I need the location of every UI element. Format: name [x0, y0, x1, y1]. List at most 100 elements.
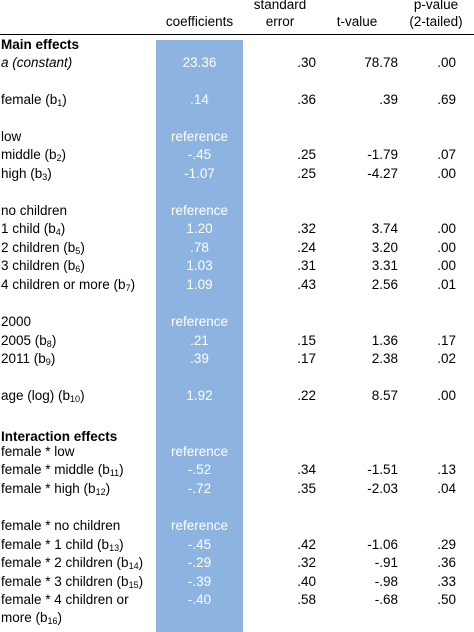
- row-t-value: -.91: [374, 555, 398, 570]
- row-standard-error: .22: [297, 388, 316, 403]
- row-p-value: .50: [437, 592, 456, 607]
- row-standard-error: .30: [297, 55, 316, 70]
- row-standard-error: .32: [297, 555, 316, 570]
- row-label: a (constant): [1, 55, 73, 70]
- row-label: age (log) (b10): [1, 388, 85, 404]
- row-p-value: .00: [437, 55, 456, 70]
- row-standard-error: .24: [297, 240, 316, 255]
- row-t-value: -1.51: [367, 462, 398, 477]
- row-label: more (b16): [1, 610, 63, 626]
- row-t-value: 8.57: [371, 388, 398, 403]
- row-label: 2 children (b5): [1, 240, 85, 256]
- row-label: no children: [1, 203, 68, 218]
- header-error: error: [265, 14, 295, 29]
- row-coefficient: reference: [170, 129, 229, 144]
- row-t-value: 3.20: [371, 240, 398, 255]
- row-p-value: .13: [437, 462, 456, 477]
- row-coefficient: -.52: [187, 462, 212, 477]
- row-p-value: .02: [437, 351, 456, 366]
- row-p-value: .04: [437, 481, 456, 496]
- header-tvalue: t-value: [336, 14, 378, 29]
- row-label: female * 4 children or: [1, 592, 129, 607]
- row-coefficient: reference: [170, 203, 229, 218]
- row-p-value: .01: [437, 277, 456, 292]
- coefficients-column-highlight: [156, 40, 243, 632]
- row-p-value: .29: [437, 537, 456, 552]
- header-divider: [0, 34, 474, 35]
- row-label: female * high (b12): [1, 481, 111, 497]
- row-coefficient: .78: [190, 240, 209, 255]
- row-coefficient: reference: [170, 518, 229, 533]
- row-coefficient: 1.20: [186, 221, 213, 236]
- row-coefficient: reference: [170, 444, 229, 459]
- row-coefficient: -.39: [187, 574, 212, 589]
- header-pvalue: p-value: [413, 0, 459, 12]
- row-label: female * 2 children (b14): [1, 555, 144, 571]
- row-t-value: 3.31: [371, 258, 398, 273]
- row-coefficient: .39: [190, 351, 209, 366]
- row-coefficient: reference: [170, 314, 229, 329]
- row-label: 1 child (b4): [1, 221, 66, 237]
- row-standard-error: .36: [297, 92, 316, 107]
- row-coefficient: -1.07: [184, 166, 215, 181]
- row-coefficient: .21: [190, 333, 209, 348]
- section-main-effects: Main effects: [1, 37, 80, 52]
- row-label: middle (b2): [1, 147, 67, 163]
- row-p-value: .00: [437, 388, 456, 403]
- row-p-value: .33: [437, 574, 456, 589]
- row-label: female * 3 children (b15): [1, 574, 144, 590]
- row-p-value: .00: [437, 240, 456, 255]
- row-standard-error: .15: [297, 333, 316, 348]
- row-label: female * low: [1, 444, 75, 459]
- row-coefficient: 1.09: [186, 277, 213, 292]
- row-p-value: .36: [437, 555, 456, 570]
- row-coefficient: -.29: [187, 555, 212, 570]
- row-t-value: .39: [379, 92, 398, 107]
- row-p-value: .07: [437, 147, 456, 162]
- row-standard-error: .31: [297, 258, 316, 273]
- row-label: female * 1 child (b13): [1, 537, 124, 553]
- row-label: female * middle (b11): [1, 462, 124, 478]
- row-coefficient: -.72: [187, 481, 212, 496]
- row-label: low: [1, 129, 22, 144]
- row-label: high (b3): [1, 166, 52, 182]
- row-standard-error: .25: [297, 166, 316, 181]
- row-p-value: .00: [437, 258, 456, 273]
- row-label: 4 children or more (b7): [1, 277, 136, 293]
- row-t-value: -.98: [374, 574, 398, 589]
- row-t-value: -4.27: [367, 166, 398, 181]
- row-coefficient: -.45: [187, 537, 212, 552]
- row-coefficient: 1.03: [186, 258, 213, 273]
- row-p-value: .17: [437, 333, 456, 348]
- row-t-value: 78.78: [364, 55, 398, 70]
- header-standard: standard: [253, 0, 307, 12]
- row-label: female * no children: [1, 518, 121, 533]
- row-p-value: .00: [437, 166, 456, 181]
- row-standard-error: .25: [297, 147, 316, 162]
- row-t-value: -2.03: [367, 481, 398, 496]
- row-standard-error: .42: [297, 537, 316, 552]
- row-t-value: 1.36: [371, 333, 398, 348]
- row-label: female (b1): [1, 92, 67, 108]
- row-coefficient: 1.92: [186, 388, 213, 403]
- row-label: 2011 (b9): [1, 351, 56, 367]
- row-standard-error: .34: [297, 462, 316, 477]
- row-label: 2005 (b8): [1, 333, 57, 349]
- row-label: 2000: [1, 314, 32, 329]
- row-coefficient: -.40: [187, 592, 212, 607]
- row-coefficient: .14: [190, 92, 209, 107]
- header-2tailed: (2-tailed): [409, 14, 463, 29]
- row-coefficient: 23.36: [182, 55, 217, 70]
- row-coefficient: -.45: [187, 147, 212, 162]
- header-coefficients: coefficients: [165, 14, 234, 29]
- row-t-value: 2.38: [371, 351, 398, 366]
- row-standard-error: .43: [297, 277, 316, 292]
- row-p-value: .00: [437, 221, 456, 236]
- row-t-value: 3.74: [371, 221, 398, 236]
- row-label: 3 children (b6): [1, 258, 85, 274]
- row-t-value: -1.06: [367, 537, 398, 552]
- row-t-value: 2.56: [371, 277, 398, 292]
- row-standard-error: .40: [297, 574, 316, 589]
- row-standard-error: .35: [297, 481, 316, 496]
- row-t-value: -.68: [374, 592, 398, 607]
